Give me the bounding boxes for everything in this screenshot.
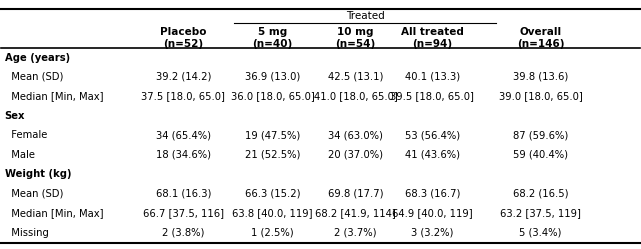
Text: Female: Female [4, 130, 47, 140]
Text: 68.2 [41.9, 114]: 68.2 [41.9, 114] [315, 208, 396, 218]
Text: 20 (37.0%): 20 (37.0%) [328, 150, 383, 160]
Text: Placebo
(n=52): Placebo (n=52) [160, 27, 206, 49]
Text: Weight (kg): Weight (kg) [4, 170, 71, 180]
Text: 53 (56.4%): 53 (56.4%) [404, 130, 460, 140]
Text: 21 (52.5%): 21 (52.5%) [245, 150, 301, 160]
Text: 18 (34.6%): 18 (34.6%) [156, 150, 211, 160]
Text: 34 (65.4%): 34 (65.4%) [156, 130, 211, 140]
Text: Mean (SD): Mean (SD) [4, 189, 63, 199]
Text: 59 (40.4%): 59 (40.4%) [513, 150, 568, 160]
Text: Median [Min, Max]: Median [Min, Max] [4, 91, 103, 102]
Text: 64.9 [40.0, 119]: 64.9 [40.0, 119] [392, 208, 472, 218]
Text: 37.5 [18.0, 65.0]: 37.5 [18.0, 65.0] [142, 91, 225, 102]
Text: 41.0 [18.0, 65.0]: 41.0 [18.0, 65.0] [313, 91, 397, 102]
Text: 3 (3.2%): 3 (3.2%) [411, 228, 453, 238]
Text: 39.5 [18.0, 65.0]: 39.5 [18.0, 65.0] [390, 91, 474, 102]
Text: Treated: Treated [345, 11, 385, 21]
Text: Male: Male [4, 150, 35, 160]
Text: Mean (SD): Mean (SD) [4, 72, 63, 82]
Text: 68.2 (16.5): 68.2 (16.5) [513, 189, 569, 199]
Text: 36.9 (13.0): 36.9 (13.0) [245, 72, 300, 82]
Text: 2 (3.7%): 2 (3.7%) [335, 228, 377, 238]
Text: 68.3 (16.7): 68.3 (16.7) [404, 189, 460, 199]
Text: 2 (3.8%): 2 (3.8%) [162, 228, 204, 238]
Text: 36.0 [18.0, 65.0]: 36.0 [18.0, 65.0] [231, 91, 315, 102]
Text: 68.1 (16.3): 68.1 (16.3) [156, 189, 211, 199]
Text: 39.0 [18.0, 65.0]: 39.0 [18.0, 65.0] [499, 91, 583, 102]
Text: 34 (63.0%): 34 (63.0%) [328, 130, 383, 140]
Text: 39.2 (14.2): 39.2 (14.2) [156, 72, 211, 82]
Text: 42.5 (13.1): 42.5 (13.1) [328, 72, 383, 82]
Text: 39.8 (13.6): 39.8 (13.6) [513, 72, 569, 82]
Text: 63.2 [37.5, 119]: 63.2 [37.5, 119] [500, 208, 581, 218]
Text: 41 (43.6%): 41 (43.6%) [404, 150, 460, 160]
Text: 1 (2.5%): 1 (2.5%) [251, 228, 294, 238]
Text: Missing: Missing [4, 228, 49, 238]
Text: 10 mg
(n=54): 10 mg (n=54) [335, 27, 376, 49]
Text: 19 (47.5%): 19 (47.5%) [245, 130, 300, 140]
Text: 66.3 (15.2): 66.3 (15.2) [245, 189, 301, 199]
Text: 87 (59.6%): 87 (59.6%) [513, 130, 569, 140]
Text: 63.8 [40.0, 119]: 63.8 [40.0, 119] [233, 208, 313, 218]
Text: Overall
(n=146): Overall (n=146) [517, 27, 565, 49]
Text: 5 mg
(n=40): 5 mg (n=40) [253, 27, 293, 49]
Text: Age (years): Age (years) [4, 53, 70, 62]
Text: 40.1 (13.3): 40.1 (13.3) [404, 72, 460, 82]
Text: 66.7 [37.5, 116]: 66.7 [37.5, 116] [143, 208, 224, 218]
Text: 69.8 (17.7): 69.8 (17.7) [328, 189, 383, 199]
Text: Sex: Sex [4, 111, 25, 121]
Text: 5 (3.4%): 5 (3.4%) [519, 228, 562, 238]
Text: All treated
(n=94): All treated (n=94) [401, 27, 463, 49]
Text: Median [Min, Max]: Median [Min, Max] [4, 208, 103, 218]
